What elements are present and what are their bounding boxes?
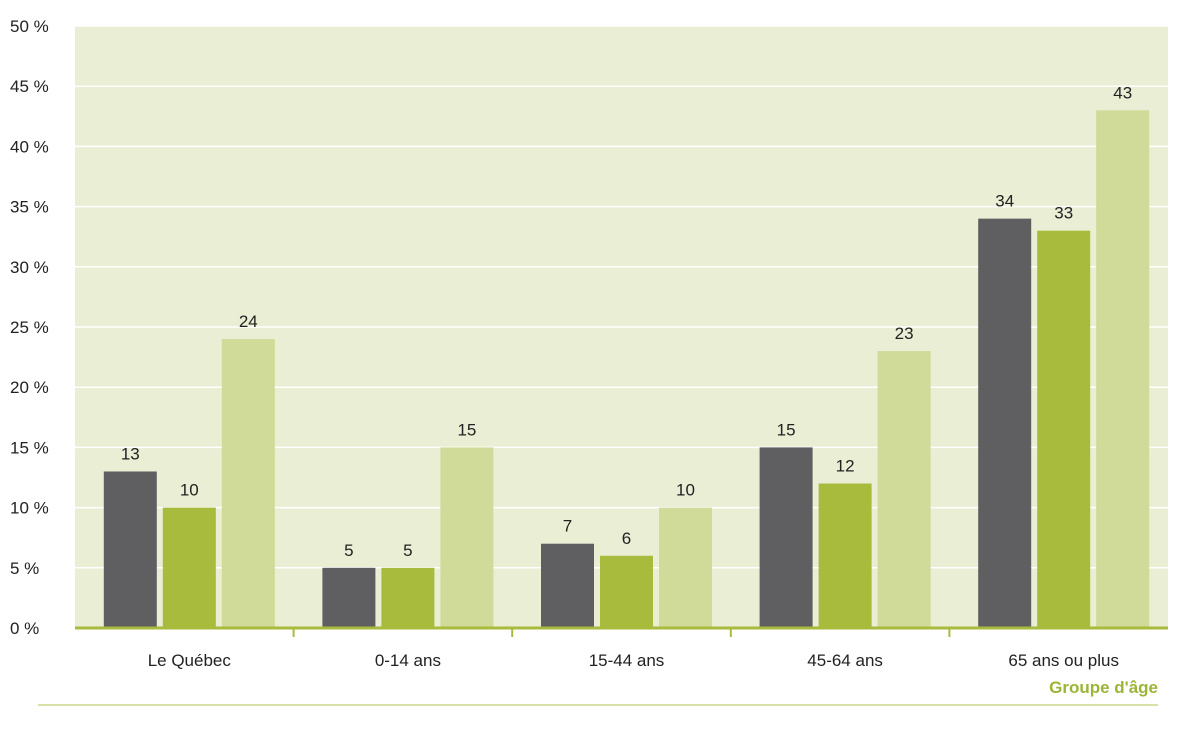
bar (221, 339, 275, 628)
bar (759, 447, 813, 628)
bar (1096, 110, 1150, 628)
bar-value-label: 5 (344, 541, 353, 560)
bar-value-label: 6 (622, 529, 631, 548)
bars (103, 110, 1150, 628)
category-label: 65 ans ou plus (1008, 651, 1119, 670)
bar (600, 555, 653, 628)
bar-value-label: 23 (895, 324, 914, 343)
y-tick-label: 25 % (10, 318, 49, 337)
y-tick-label: 10 % (10, 499, 49, 518)
bar-value-label: 7 (563, 517, 572, 536)
y-tick-label: 5 % (10, 559, 39, 578)
y-tick-label: 40 % (10, 137, 49, 156)
y-tick-label: 0 % (10, 619, 39, 638)
category-label: 0-14 ans (375, 651, 441, 670)
category-label: 15-44 ans (589, 651, 665, 670)
bar (162, 507, 216, 628)
bar-value-label: 10 (180, 481, 199, 500)
y-tick-label: 15 % (10, 438, 49, 457)
bar (659, 507, 712, 628)
bar-value-label: 43 (1113, 83, 1132, 102)
bar (1037, 230, 1091, 628)
y-tick-label: 50 % (10, 17, 49, 36)
bar-value-label: 15 (777, 420, 796, 439)
y-tick-label: 45 % (10, 77, 49, 96)
bar-value-label: 24 (239, 312, 258, 331)
bar (103, 471, 157, 628)
bar-value-label: 12 (836, 457, 855, 476)
y-tick-label: 35 % (10, 198, 49, 217)
bar-value-label: 15 (457, 420, 476, 439)
category-label: 45-64 ans (807, 651, 883, 670)
data-labels: 13 10 24 5 5 15 7 6 10 15 12 23 34 33 43 (121, 83, 1132, 560)
bar (877, 351, 931, 628)
bar (818, 483, 872, 628)
bar (541, 543, 594, 628)
bar-value-label: 10 (676, 481, 695, 500)
category-label: Le Québec (148, 651, 232, 670)
bar-value-label: 5 (403, 541, 412, 560)
y-tick-label: 30 % (10, 258, 49, 277)
bar-value-label: 34 (995, 192, 1014, 211)
x-axis-category-labels: Le Québec 0-14 ans 15-44 ans 45-64 ans 65 an… (148, 651, 1119, 670)
y-tick-label: 20 % (10, 378, 49, 397)
bar (440, 447, 494, 628)
bar (322, 567, 376, 628)
y-axis-tick-labels: 0 % 5 % 10 % 15 % 20 % 25 % 30 % 35 % 40 % 45 % 50… (10, 17, 49, 638)
bar (381, 567, 435, 628)
bar (978, 218, 1032, 628)
x-axis-ticks (292, 628, 951, 637)
bar-value-label: 13 (121, 444, 140, 463)
bar-value-label: 33 (1054, 204, 1073, 223)
x-axis-title: Groupe d'âge (1049, 678, 1158, 697)
